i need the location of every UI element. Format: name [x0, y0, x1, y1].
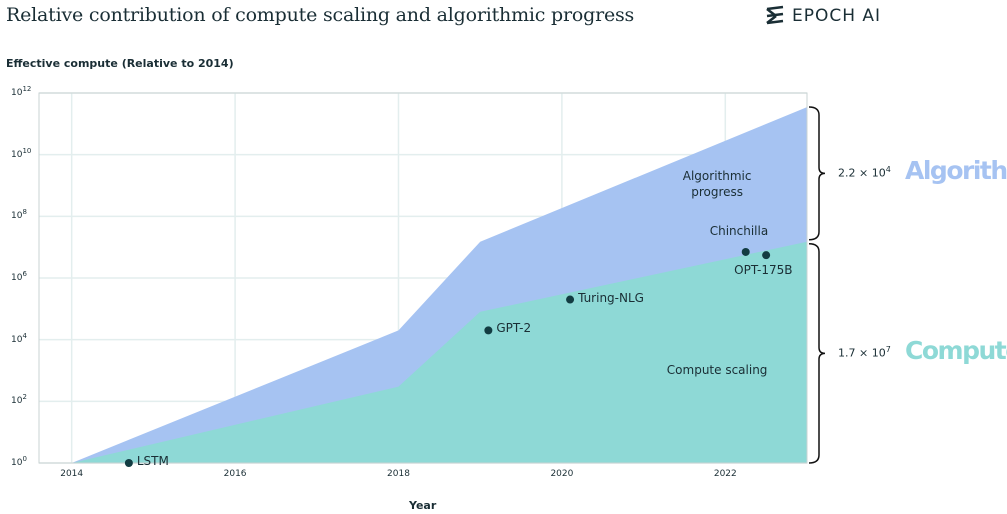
plot-border: [38, 92, 808, 464]
algorithm-bracket: [808, 106, 826, 241]
bracket-value-1: 1.7 × 107: [838, 345, 891, 361]
point-label-lstm: LSTM: [136, 454, 169, 468]
point-label-turing-nlg: Turing-NLG: [578, 290, 644, 305]
compute-scaling-area: [71, 241, 807, 463]
y-tick-label: 100: [11, 455, 27, 468]
epoch-logo-icon: [766, 5, 784, 25]
algorithmic-progress-label: Algorithmic progress: [682, 168, 752, 199]
point-lstm: [124, 459, 133, 467]
y-tick-label: 106: [11, 270, 27, 283]
y-tick-label: 104: [11, 331, 27, 345]
point-label-gpt-2: GPT-2: [496, 321, 532, 336]
compute-bracket: [808, 242, 826, 464]
y-axis-label: Effective compute (Relative to 2014): [6, 57, 234, 70]
point-chinchilla: [741, 247, 750, 256]
x-axis-label: Year: [409, 499, 437, 512]
point-label-chinchilla: Chinchilla: [709, 223, 769, 238]
point-opt-175b: [762, 251, 771, 260]
logo-text: EPOCH AI: [792, 6, 882, 26]
bracket-name-algorithm: Algorithm: [905, 156, 1007, 186]
y-tick-label: 102: [11, 393, 27, 407]
x-tick-label: 2014: [60, 469, 84, 479]
point-label-opt-175b: OPT-175B: [734, 263, 793, 278]
x-tick-label: 2016: [223, 469, 247, 479]
point-turing-nlg: [566, 295, 575, 304]
x-tick-label: 2022: [713, 469, 737, 479]
chart-title: Relative contribution of compute scaling…: [6, 4, 635, 26]
point-gpt-2: [484, 326, 493, 335]
x-tick-label: 2018: [387, 469, 410, 479]
x-tick-label: 2020: [550, 469, 574, 479]
bracket-name-compute: Compute: [905, 336, 1007, 366]
y-tick-label: 108: [11, 208, 27, 222]
compute-scaling-label: Compute scaling: [666, 362, 768, 377]
y-tick-label: 1010: [11, 146, 32, 160]
epoch-logo[interactable]: EPOCH AI: [764, 5, 881, 27]
y-tick-label: 1012: [11, 85, 32, 98]
bracket-value-0: 2.2 × 104: [838, 165, 891, 181]
